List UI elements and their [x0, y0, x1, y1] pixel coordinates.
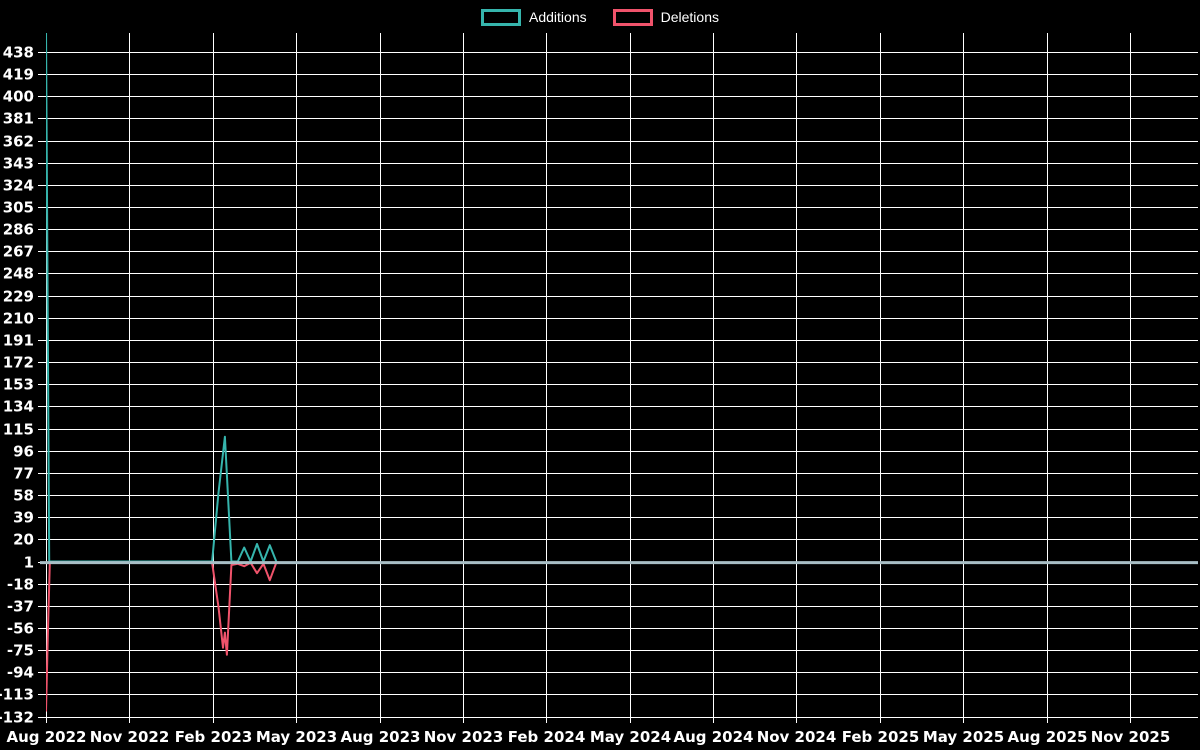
- y-tick-label: -113: [0, 686, 34, 704]
- y-tick-label: 77: [13, 465, 34, 483]
- y-tick-label: 153: [3, 376, 34, 394]
- y-tick-label: 58: [13, 487, 34, 505]
- x-tick-label: Aug 2022: [7, 728, 87, 746]
- y-tick-label: -18: [7, 576, 34, 594]
- y-tick-label: 381: [3, 110, 34, 128]
- y-tick-label: 267: [3, 243, 34, 261]
- x-tick-label: Aug 2023: [341, 728, 421, 746]
- x-tick-label: May 2024: [590, 728, 671, 746]
- x-tick-label: May 2023: [256, 728, 337, 746]
- y-tick-label: 96: [13, 443, 34, 461]
- y-tick-label: -94: [7, 664, 34, 682]
- y-tick-label: 438: [3, 44, 34, 62]
- y-tick-label: 248: [3, 265, 34, 283]
- x-tick-label: Nov 2025: [1091, 728, 1171, 746]
- y-tick-label: 343: [3, 155, 34, 173]
- y-tick-label: 286: [3, 221, 34, 239]
- y-tick-label: 39: [13, 509, 34, 527]
- y-tick-label: 172: [3, 354, 34, 372]
- deletions-swatch-icon: [612, 8, 653, 26]
- y-tick-label: 191: [3, 332, 34, 350]
- y-tick-label: 305: [3, 199, 34, 217]
- legend-label-additions: Additions: [529, 9, 587, 25]
- y-tick-label: 362: [3, 133, 34, 151]
- x-tick-label: Nov 2024: [757, 728, 837, 746]
- y-tick-label: -75: [7, 642, 34, 660]
- y-tick-label: 400: [3, 88, 34, 106]
- y-tick-label: 1: [24, 554, 34, 572]
- y-tick-label: -132: [0, 709, 34, 727]
- x-tick-label: Nov 2022: [90, 728, 170, 746]
- y-tick-label: 210: [3, 310, 34, 328]
- series-line-additions: [46, 33, 278, 563]
- x-tick-label: Feb 2023: [175, 728, 253, 746]
- x-tick-label: Feb 2024: [508, 728, 586, 746]
- y-tick-label: 324: [3, 177, 34, 195]
- y-tick-label: 134: [3, 398, 34, 416]
- x-tick-label: Aug 2024: [674, 728, 754, 746]
- y-tick-label: 419: [3, 66, 34, 84]
- x-tick-label: Aug 2025: [1008, 728, 1088, 746]
- x-tick-label: May 2025: [923, 728, 1004, 746]
- legend-item-deletions[interactable]: Deletions: [612, 8, 719, 26]
- y-tick-label: 229: [3, 288, 34, 306]
- y-tick-label: 20: [13, 531, 34, 549]
- y-tick-label: 115: [3, 421, 34, 439]
- x-tick-label: Nov 2023: [424, 728, 504, 746]
- legend-label-deletions: Deletions: [660, 9, 719, 25]
- legend: Additions Deletions: [0, 5, 1200, 29]
- x-tick-label: Feb 2025: [842, 728, 920, 746]
- additions-swatch-icon: [481, 8, 522, 26]
- legend-item-additions[interactable]: Additions: [481, 8, 587, 26]
- y-tick-label: -56: [7, 620, 34, 638]
- y-tick-label: -37: [7, 598, 34, 616]
